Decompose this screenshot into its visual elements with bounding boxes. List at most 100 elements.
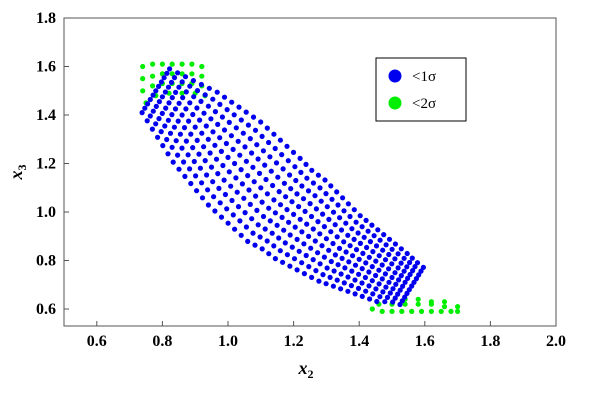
data-point-1sigma bbox=[245, 238, 251, 244]
data-point-1sigma bbox=[153, 103, 159, 109]
data-point-1sigma bbox=[242, 210, 248, 216]
data-point-1sigma bbox=[418, 268, 424, 274]
data-point-1sigma bbox=[266, 205, 272, 211]
data-point-1sigma bbox=[392, 256, 398, 262]
data-point-1sigma bbox=[323, 191, 329, 197]
data-point-1sigma bbox=[180, 95, 186, 101]
data-point-1sigma bbox=[260, 213, 267, 220]
data-point-1sigma bbox=[234, 189, 240, 195]
data-point-1sigma bbox=[255, 156, 261, 162]
data-point-1sigma bbox=[191, 94, 197, 100]
data-point-1sigma bbox=[201, 110, 207, 116]
data-point-1sigma bbox=[395, 251, 401, 257]
data-point-1sigma bbox=[300, 196, 307, 202]
data-point-1sigma bbox=[176, 100, 182, 106]
data-point-1sigma bbox=[334, 277, 340, 283]
data-point-1sigma bbox=[407, 259, 413, 266]
data-point-1sigma bbox=[348, 283, 354, 289]
data-point-1sigma bbox=[162, 123, 168, 129]
data-point-1sigma bbox=[321, 224, 327, 230]
legend-swatch-2sigma bbox=[388, 96, 402, 110]
data-point-1sigma bbox=[186, 118, 192, 124]
data-point-1sigma bbox=[380, 247, 386, 253]
data-point-1sigma bbox=[240, 130, 246, 136]
data-point-2sigma bbox=[455, 308, 461, 314]
data-point-1sigma bbox=[367, 296, 373, 302]
data-point-1sigma bbox=[291, 211, 297, 217]
data-point-1sigma bbox=[271, 243, 277, 249]
data-point-2sigma bbox=[169, 61, 175, 67]
data-point-1sigma bbox=[383, 242, 389, 248]
data-point-2sigma bbox=[179, 61, 185, 67]
data-point-1sigma bbox=[163, 105, 169, 111]
data-point-1sigma bbox=[210, 129, 216, 135]
data-point-1sigma bbox=[250, 114, 257, 120]
data-point-1sigma bbox=[306, 233, 312, 239]
data-point-1sigma bbox=[194, 188, 200, 194]
data-point-1sigma bbox=[179, 79, 185, 85]
data-point-1sigma bbox=[267, 154, 273, 160]
data-point-1sigma bbox=[342, 265, 348, 271]
data-point-1sigma bbox=[170, 159, 176, 165]
data-point-1sigma bbox=[330, 283, 336, 289]
data-point-1sigma bbox=[281, 180, 287, 186]
data-point-1sigma bbox=[212, 208, 218, 214]
data-point-1sigma bbox=[254, 207, 260, 213]
data-point-1sigma bbox=[321, 254, 327, 260]
data-point-1sigma bbox=[377, 237, 383, 243]
data-point-1sigma bbox=[231, 112, 237, 118]
data-point-1sigma bbox=[164, 70, 170, 76]
data-point-1sigma bbox=[241, 195, 247, 201]
data-point-2sigma bbox=[169, 71, 175, 77]
data-point-1sigma bbox=[356, 256, 362, 262]
data-point-1sigma bbox=[323, 236, 329, 242]
data-point-1sigma bbox=[223, 140, 229, 147]
data-point-1sigma bbox=[369, 278, 375, 284]
legend-swatch-1sigma bbox=[388, 69, 402, 83]
data-point-1sigma bbox=[315, 172, 321, 178]
data-point-1sigma bbox=[226, 169, 232, 175]
data-point-1sigma bbox=[233, 175, 239, 181]
data-point-1sigma bbox=[337, 215, 343, 221]
data-point-1sigma bbox=[401, 268, 407, 274]
data-point-2sigma bbox=[409, 308, 415, 314]
data-point-1sigma bbox=[188, 131, 194, 137]
data-point-1sigma bbox=[165, 151, 171, 157]
data-point-1sigma bbox=[250, 230, 256, 236]
data-point-1sigma bbox=[203, 123, 209, 129]
data-point-1sigma bbox=[262, 226, 268, 232]
data-point-1sigma bbox=[238, 232, 244, 238]
data-point-1sigma bbox=[199, 195, 206, 201]
data-point-1sigma bbox=[381, 232, 387, 238]
data-point-1sigma bbox=[301, 241, 307, 247]
data-point-1sigma bbox=[219, 114, 225, 120]
data-point-1sigma bbox=[182, 173, 188, 179]
data-point-1sigma bbox=[303, 161, 309, 167]
data-point-1sigma bbox=[216, 185, 222, 191]
x-tick-label: 1.4 bbox=[349, 333, 369, 350]
data-point-1sigma bbox=[299, 183, 305, 189]
data-point-1sigma bbox=[362, 274, 368, 281]
data-point-1sigma bbox=[202, 92, 208, 98]
data-point-1sigma bbox=[371, 233, 377, 239]
data-point-1sigma bbox=[229, 197, 235, 204]
data-point-1sigma bbox=[147, 113, 153, 119]
data-point-1sigma bbox=[320, 211, 326, 217]
data-point-1sigma bbox=[183, 138, 189, 144]
x-tick-label: 1.8 bbox=[480, 333, 500, 350]
data-point-1sigma bbox=[226, 119, 232, 125]
data-point-1sigma bbox=[291, 256, 298, 262]
data-point-1sigma bbox=[290, 149, 297, 155]
data-point-1sigma bbox=[312, 238, 318, 244]
data-point-1sigma bbox=[345, 201, 351, 207]
data-point-1sigma bbox=[239, 181, 245, 187]
data-point-1sigma bbox=[349, 268, 355, 274]
data-point-1sigma bbox=[222, 191, 228, 198]
data-point-1sigma bbox=[301, 271, 307, 277]
data-point-1sigma bbox=[309, 167, 315, 173]
data-point-1sigma bbox=[306, 264, 312, 270]
data-point-1sigma bbox=[287, 232, 293, 238]
data-point-1sigma bbox=[250, 164, 256, 170]
data-point-1sigma bbox=[284, 143, 290, 149]
data-point-1sigma bbox=[218, 148, 224, 154]
